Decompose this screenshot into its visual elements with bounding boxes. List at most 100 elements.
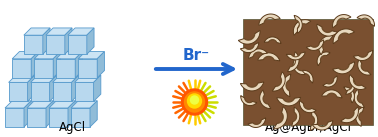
- Polygon shape: [5, 101, 31, 108]
- Polygon shape: [24, 28, 50, 35]
- Polygon shape: [338, 65, 350, 71]
- Polygon shape: [320, 55, 327, 62]
- Polygon shape: [293, 20, 311, 35]
- Polygon shape: [349, 75, 366, 89]
- Polygon shape: [75, 52, 82, 78]
- Polygon shape: [321, 27, 332, 33]
- Polygon shape: [303, 104, 312, 110]
- Polygon shape: [65, 28, 72, 54]
- Polygon shape: [74, 82, 94, 101]
- Polygon shape: [299, 70, 313, 83]
- Polygon shape: [46, 28, 72, 35]
- Polygon shape: [27, 108, 46, 127]
- Polygon shape: [87, 28, 94, 54]
- Polygon shape: [74, 75, 101, 82]
- Polygon shape: [31, 75, 57, 82]
- Polygon shape: [341, 107, 358, 123]
- Polygon shape: [338, 32, 349, 40]
- Polygon shape: [345, 77, 355, 94]
- Polygon shape: [53, 75, 79, 82]
- Polygon shape: [244, 34, 256, 41]
- Polygon shape: [299, 101, 316, 113]
- Polygon shape: [71, 75, 79, 101]
- Polygon shape: [262, 95, 268, 105]
- Circle shape: [187, 94, 201, 108]
- Polygon shape: [292, 107, 300, 126]
- Polygon shape: [24, 101, 31, 127]
- Polygon shape: [56, 59, 75, 78]
- Polygon shape: [260, 90, 271, 109]
- Polygon shape: [282, 98, 295, 103]
- Polygon shape: [317, 24, 338, 36]
- Polygon shape: [94, 75, 101, 101]
- Polygon shape: [293, 59, 305, 75]
- Polygon shape: [277, 112, 284, 124]
- Polygon shape: [358, 59, 371, 75]
- FancyBboxPatch shape: [243, 19, 373, 125]
- Circle shape: [184, 92, 204, 112]
- Polygon shape: [259, 14, 280, 25]
- Polygon shape: [285, 79, 290, 91]
- Polygon shape: [356, 107, 364, 126]
- Polygon shape: [297, 23, 306, 31]
- Polygon shape: [294, 15, 302, 33]
- Polygon shape: [345, 111, 355, 119]
- Polygon shape: [97, 52, 104, 78]
- Polygon shape: [282, 74, 291, 97]
- Polygon shape: [296, 63, 302, 71]
- Polygon shape: [49, 108, 68, 127]
- Polygon shape: [323, 76, 337, 87]
- Polygon shape: [353, 79, 361, 86]
- Polygon shape: [240, 42, 259, 53]
- Polygon shape: [34, 59, 53, 78]
- Polygon shape: [311, 43, 320, 48]
- Polygon shape: [274, 107, 287, 129]
- Polygon shape: [272, 72, 285, 91]
- Polygon shape: [27, 101, 53, 108]
- Polygon shape: [327, 92, 338, 97]
- Polygon shape: [49, 101, 75, 108]
- Polygon shape: [361, 64, 367, 72]
- Polygon shape: [358, 53, 369, 58]
- Polygon shape: [322, 90, 342, 98]
- Polygon shape: [249, 49, 267, 58]
- Polygon shape: [78, 59, 97, 78]
- Polygon shape: [312, 121, 333, 130]
- Polygon shape: [344, 87, 355, 103]
- Polygon shape: [78, 52, 104, 59]
- Polygon shape: [53, 52, 60, 78]
- Circle shape: [191, 96, 198, 104]
- Polygon shape: [353, 50, 373, 61]
- Polygon shape: [357, 15, 375, 26]
- Polygon shape: [90, 101, 97, 127]
- Polygon shape: [311, 115, 315, 126]
- Polygon shape: [71, 108, 90, 127]
- Polygon shape: [362, 18, 371, 23]
- Polygon shape: [56, 52, 82, 59]
- Polygon shape: [9, 75, 35, 82]
- Polygon shape: [296, 19, 300, 29]
- Polygon shape: [333, 29, 355, 44]
- Polygon shape: [258, 53, 280, 61]
- Polygon shape: [253, 120, 262, 125]
- Polygon shape: [277, 97, 301, 106]
- Polygon shape: [264, 37, 281, 43]
- Polygon shape: [348, 82, 353, 91]
- Polygon shape: [238, 30, 260, 44]
- Text: AgCl: AgCl: [59, 121, 85, 134]
- Polygon shape: [303, 73, 310, 79]
- Text: Br⁻: Br⁻: [183, 48, 210, 63]
- Polygon shape: [357, 94, 362, 104]
- Polygon shape: [317, 52, 330, 66]
- Polygon shape: [333, 15, 351, 28]
- Polygon shape: [71, 101, 97, 108]
- Polygon shape: [276, 77, 282, 87]
- Polygon shape: [50, 75, 57, 101]
- Polygon shape: [28, 75, 35, 101]
- Circle shape: [181, 89, 208, 115]
- Polygon shape: [245, 45, 255, 50]
- Polygon shape: [9, 82, 28, 101]
- Polygon shape: [293, 112, 297, 122]
- Polygon shape: [34, 52, 60, 59]
- Text: Ag@AgBr/AgCl: Ag@AgBr/AgCl: [265, 121, 352, 134]
